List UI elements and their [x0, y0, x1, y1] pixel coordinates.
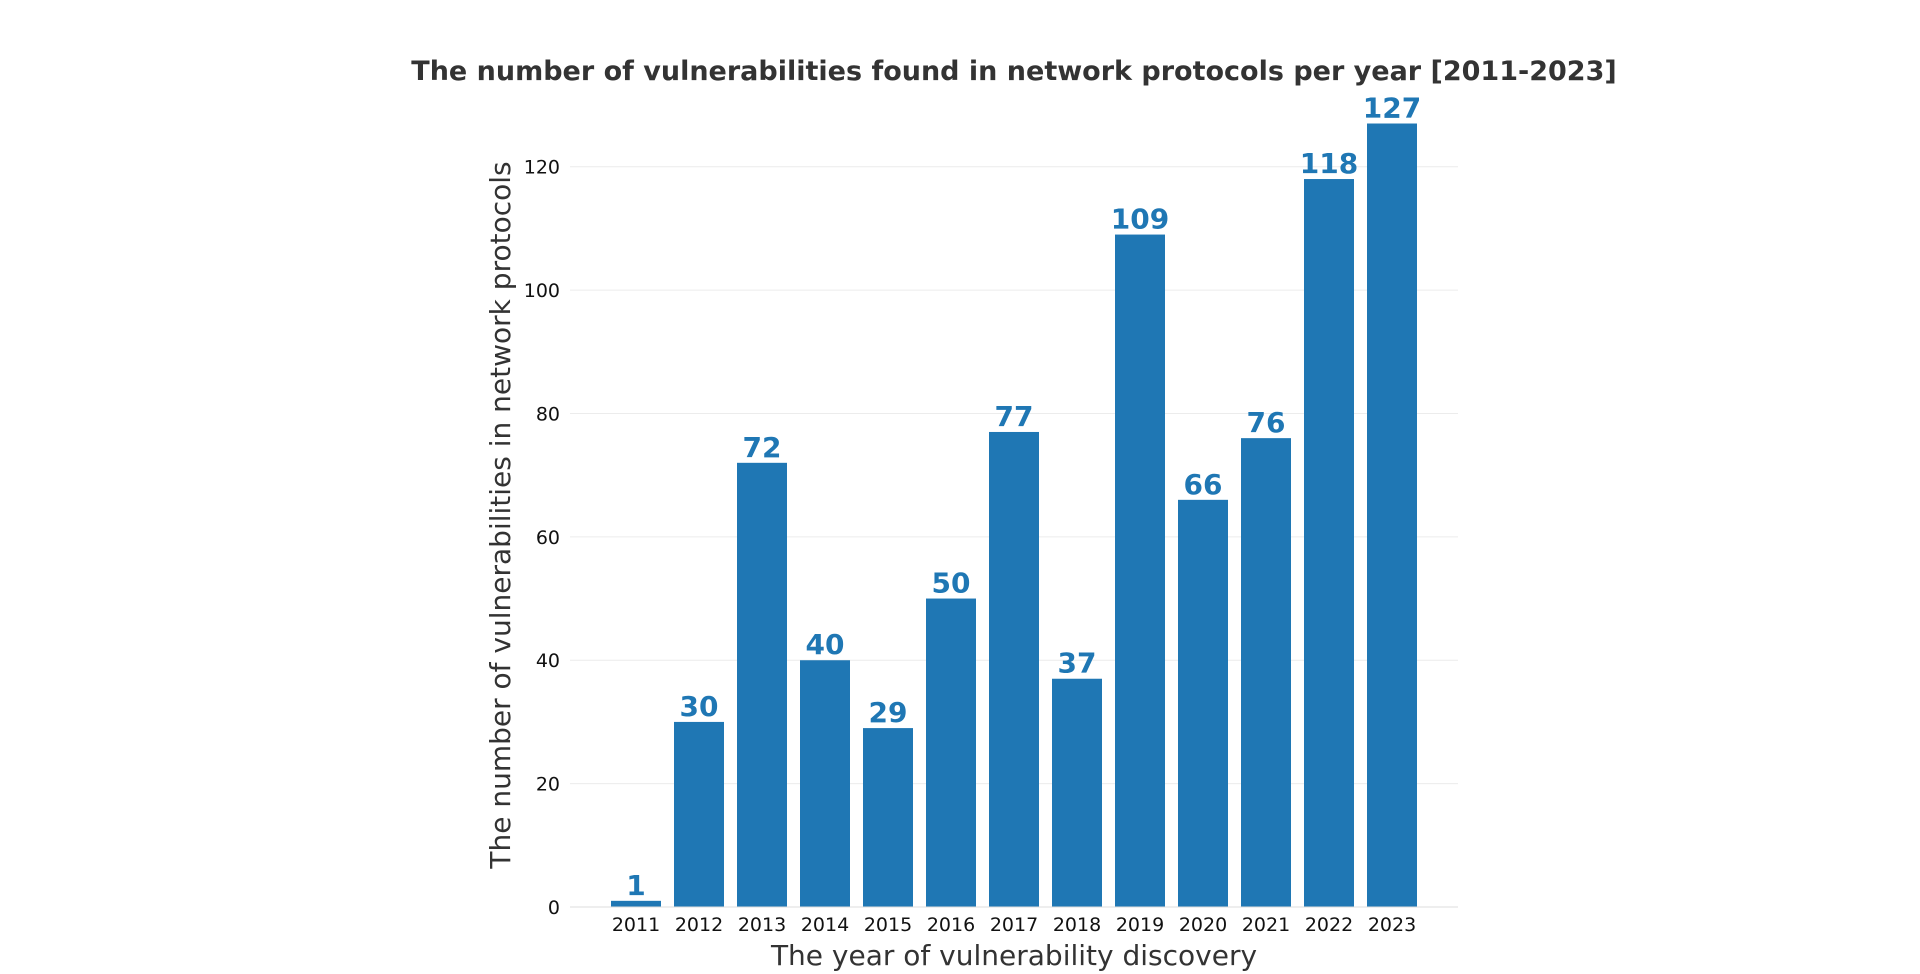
y-tick-label: 120	[524, 157, 560, 179]
data-label-2012: 30	[680, 690, 719, 723]
bar-2012	[674, 722, 724, 907]
x-axis-label: The year of vulnerability discovery	[770, 939, 1257, 972]
bar-2019	[1115, 235, 1165, 907]
data-label-2022: 118	[1300, 147, 1358, 180]
bar-2020	[1178, 500, 1228, 907]
x-tick-label-2017: 2017	[990, 914, 1038, 936]
y-tick-label: 100	[524, 280, 560, 302]
data-label-2020: 66	[1184, 468, 1223, 501]
x-tick-label-2011: 2011	[612, 914, 660, 936]
x-tick-label-2016: 2016	[927, 914, 975, 936]
y-axis-label: The number of vulnerabilities in network…	[484, 161, 517, 869]
y-tick-label: 60	[536, 527, 560, 549]
chart-title: The number of vulnerabilities found in n…	[411, 56, 1616, 87]
bar-2021	[1241, 438, 1291, 907]
data-label-2018: 37	[1058, 647, 1097, 680]
x-tick-label-2023: 2023	[1368, 914, 1416, 936]
x-tick-label-2019: 2019	[1116, 914, 1164, 936]
y-tick-label: 0	[548, 897, 560, 919]
x-tick-label-2015: 2015	[864, 914, 912, 936]
bar-2017	[989, 432, 1039, 907]
data-label-2016: 50	[932, 567, 971, 600]
bar-2016	[926, 599, 976, 907]
bar-2014	[800, 660, 850, 907]
x-tick-label-2020: 2020	[1179, 914, 1227, 936]
x-tick-label-2021: 2021	[1242, 914, 1290, 936]
bar-2013	[737, 463, 787, 907]
data-label-2014: 40	[806, 628, 845, 661]
data-label-2021: 76	[1247, 406, 1286, 439]
y-tick-label: 20	[536, 774, 560, 796]
y-axis-ticks: 0 20 40 60 80 100 120	[524, 157, 560, 919]
y-tick-label: 40	[536, 650, 560, 672]
x-axis-ticks: 2011 2012 2013 2014 2015 2016 2017 2018 2019 2020…	[612, 914, 1416, 936]
y-tick-label: 80	[536, 403, 560, 425]
data-label-2023: 127	[1363, 92, 1421, 125]
x-tick-label-2012: 2012	[675, 914, 723, 936]
bar-2023	[1367, 124, 1417, 907]
data-label-2019: 109	[1111, 203, 1169, 236]
data-label-2015: 29	[869, 696, 908, 729]
data-label-2011: 1	[626, 869, 645, 902]
x-tick-label-2014: 2014	[801, 914, 849, 936]
x-tick-label-2022: 2022	[1305, 914, 1353, 936]
bar-2022	[1304, 179, 1354, 907]
bar-2018	[1052, 679, 1102, 907]
bars	[611, 124, 1417, 907]
bar-2015	[863, 728, 913, 907]
x-tick-label-2013: 2013	[738, 914, 786, 936]
data-label-2017: 77	[995, 400, 1034, 433]
data-label-2013: 72	[743, 431, 782, 464]
x-tick-label-2018: 2018	[1053, 914, 1101, 936]
